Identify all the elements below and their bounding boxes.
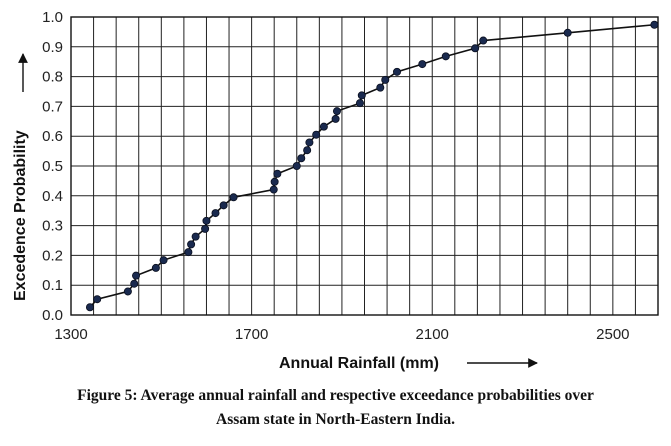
data-point (270, 177, 279, 186)
y-tick-label: 0.2 (42, 247, 63, 264)
data-point (211, 209, 220, 218)
y-tick-label: 0.7 (42, 98, 63, 115)
data-point (202, 216, 211, 225)
data-point (201, 224, 210, 233)
x-tick-label: 2500 (596, 326, 629, 343)
data-point (418, 60, 427, 69)
data-point (130, 279, 139, 288)
y-tick-label: 0.1 (42, 277, 63, 294)
data-point (332, 107, 341, 116)
data-point (312, 130, 321, 139)
y-tick-label: 0.5 (42, 158, 63, 175)
data-point (441, 52, 450, 61)
data-point (151, 263, 160, 272)
data-point (305, 138, 314, 147)
figure-caption-line-2: Assam state in North-Eastern India. (216, 411, 455, 428)
x-axis-label: Annual Rainfall (mm) (279, 355, 439, 372)
exceedance-chart: 0.0 0.1 0.2 0.3 0.4 0.5 0.6 0.7 0.8 0.9 1.0 1300 17… (12, 9, 659, 372)
y-axis-label: Excedence Probability (12, 130, 29, 301)
data-point (303, 146, 312, 155)
data-point (297, 154, 306, 163)
y-tick-label: 0.3 (42, 218, 63, 235)
y-tick-label: 0.6 (42, 128, 63, 145)
data-point (376, 83, 385, 92)
x-tick-label: 2100 (416, 326, 449, 343)
figure-caption-line-1: Figure 5: Average annual rainfall and re… (77, 387, 594, 404)
data-point (650, 20, 659, 29)
data-series (85, 20, 659, 312)
data-point (187, 240, 196, 249)
data-point (273, 169, 282, 178)
x-tick-label: 1700 (235, 326, 268, 343)
y-tick-labels: 0.0 0.1 0.2 0.3 0.4 0.5 0.6 0.7 0.8 0.9 1.0 (42, 9, 63, 324)
data-point (393, 67, 402, 76)
x-tick-label: 1300 (54, 326, 87, 343)
data-point (219, 201, 228, 210)
data-point (132, 271, 141, 280)
data-point (479, 36, 488, 45)
data-point (471, 44, 480, 53)
data-point (85, 303, 94, 312)
data-point (357, 91, 366, 100)
data-point (331, 114, 340, 123)
y-tick-label: 0.9 (42, 39, 63, 56)
data-point (159, 256, 168, 265)
plot-frame (70, 16, 659, 316)
data-point (355, 99, 364, 108)
y-tick-label: 0.0 (42, 307, 63, 324)
data-point (184, 248, 193, 257)
data-point (381, 75, 390, 84)
y-tick-label: 1.0 (42, 9, 63, 26)
data-point (191, 232, 200, 241)
grid-lines (71, 17, 658, 315)
x-tick-labels: 1300 1700 2100 2500 (54, 326, 629, 343)
data-point (229, 193, 238, 202)
data-point (269, 185, 278, 194)
data-point (563, 28, 572, 37)
data-point (319, 122, 328, 131)
y-tick-label: 0.4 (42, 188, 63, 205)
y-tick-label: 0.8 (42, 69, 63, 86)
data-point (123, 287, 132, 296)
data-point (93, 295, 102, 304)
data-point (292, 161, 301, 170)
